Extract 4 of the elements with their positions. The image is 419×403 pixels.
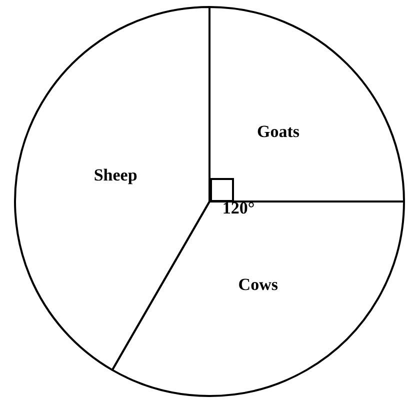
slice-label: Goats <box>257 122 300 142</box>
slice-label: Sheep <box>94 166 138 185</box>
slice-label: Cows <box>238 275 278 294</box>
data-label: 120° <box>222 198 255 218</box>
